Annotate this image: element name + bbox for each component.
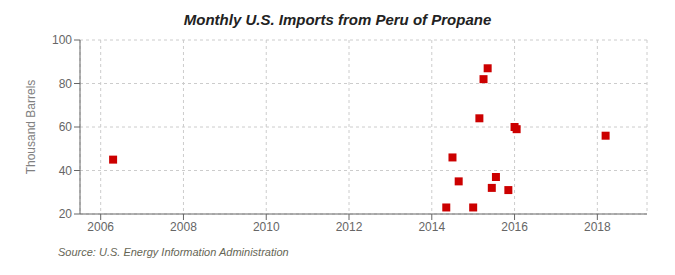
svg-text:60: 60 bbox=[59, 120, 73, 134]
svg-text:Thousand Barrels: Thousand Barrels bbox=[24, 80, 38, 175]
svg-text:2008: 2008 bbox=[170, 220, 197, 234]
svg-text:2012: 2012 bbox=[336, 220, 363, 234]
html-text:Monthly U.S. Imports from Peru: Monthly U.S. Imports from Peru of Propan… bbox=[183, 11, 492, 28]
svg-text:100: 100 bbox=[52, 33, 72, 47]
svg-text:40: 40 bbox=[59, 164, 73, 178]
svg-text:2014: 2014 bbox=[418, 220, 445, 234]
html-text:Source: U.S. Energy Informatio: Source: U.S. Energy Information Administ… bbox=[58, 246, 289, 258]
svg-text:2006: 2006 bbox=[87, 220, 114, 234]
svg-text:20: 20 bbox=[59, 207, 73, 221]
svg-text:2010: 2010 bbox=[253, 220, 280, 234]
svg-text:2018: 2018 bbox=[584, 220, 611, 234]
svg-text:80: 80 bbox=[59, 77, 73, 91]
svg-text:2016: 2016 bbox=[501, 220, 528, 234]
